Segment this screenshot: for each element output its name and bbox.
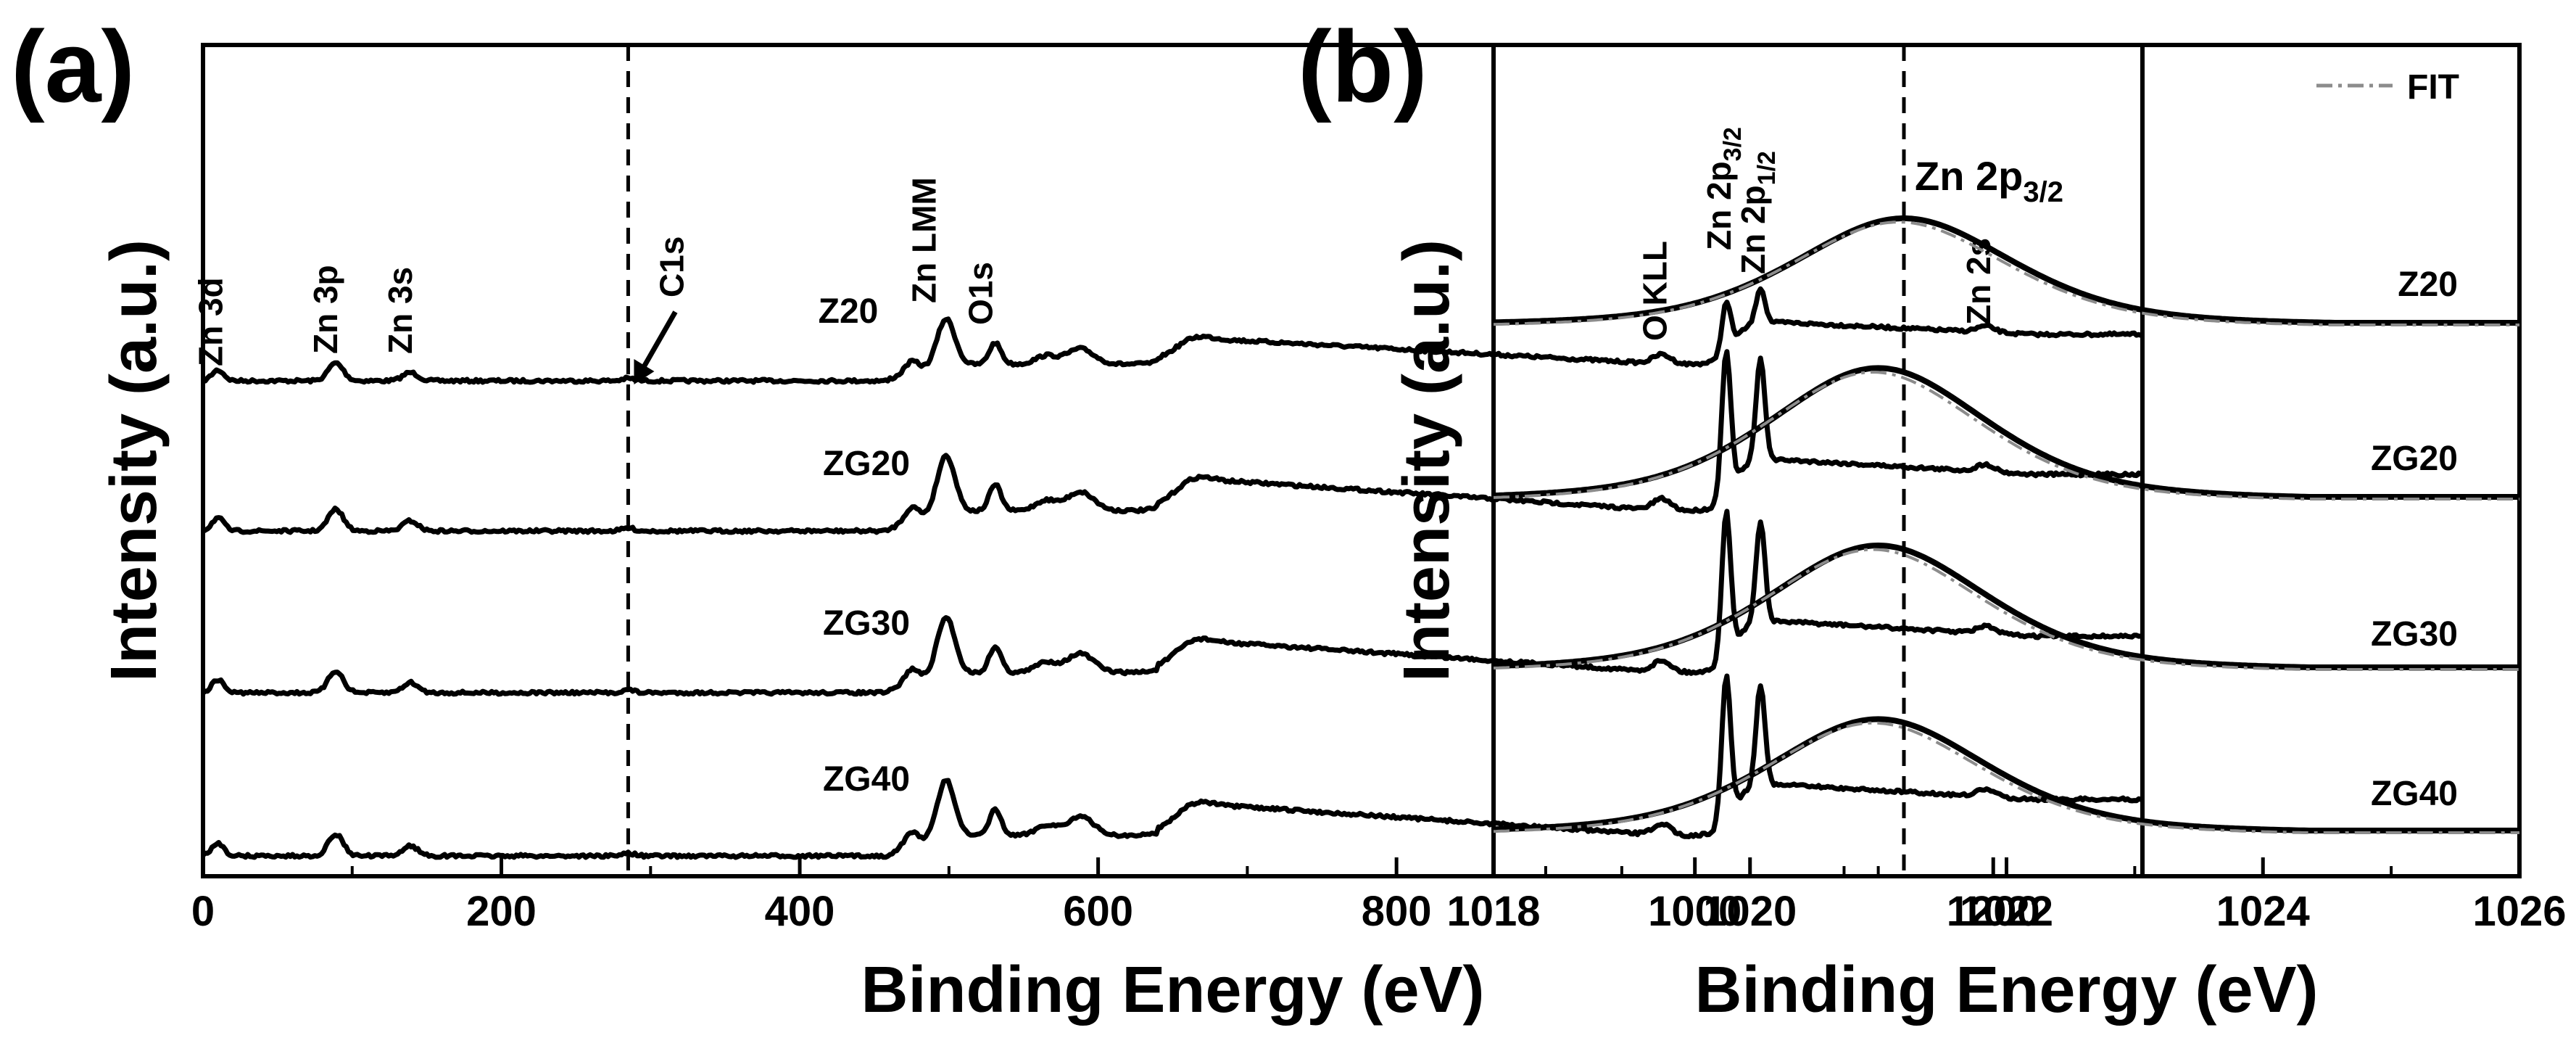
- x-tick-label: 400: [765, 888, 835, 935]
- series-label-zg20: ZG20: [2371, 440, 2458, 478]
- c1s-arrow-head: [634, 359, 655, 384]
- x-tick-label: 600: [1063, 888, 1133, 935]
- panel-a-y-axis-title: Intensity (a.u.): [98, 239, 170, 682]
- xps-line-zg40: [1493, 716, 2519, 833]
- spectrum-line-zg20: [202, 349, 2143, 535]
- peak-label-sub: 3/2: [1719, 127, 1747, 161]
- fit-line-z20: [1493, 221, 2519, 326]
- spectrum-line-zg30: [201, 508, 2142, 697]
- fit-line-zg30: [1493, 548, 2519, 671]
- series-label-zg40: ZG40: [2371, 775, 2458, 813]
- peak-label-main: Zn 2p: [1700, 161, 1738, 250]
- legend-fit-label: FIT: [2407, 68, 2459, 107]
- fit-line-zg20: [1493, 371, 2519, 501]
- x-tick-label: 1020: [1703, 888, 1797, 935]
- series-label-zg30: ZG30: [823, 604, 910, 643]
- peak-label: Zn 3d: [192, 277, 230, 366]
- peak-label: Zn LMM: [906, 177, 943, 303]
- x-tick-label: 800: [1362, 888, 1432, 935]
- peak-label: O1s: [962, 262, 1000, 325]
- panel-b-y-axis-title: Intensity (a.u.): [1391, 239, 1463, 682]
- series-label-zg30: ZG30: [2371, 615, 2458, 654]
- x-tick-label: 200: [466, 888, 537, 935]
- peak-label-main: Zn 3p: [307, 265, 344, 354]
- panel-b-x-ticks: 1018 1020 1022 1024 1026: [1446, 857, 2567, 935]
- x-tick-label: 1200: [1947, 888, 2040, 935]
- peak-label: Zn 3s: [381, 267, 419, 354]
- x-tick-label: 1018: [1446, 888, 1540, 935]
- peak-label-main: Zn 3d: [192, 277, 230, 366]
- peak-label-main: Zn 2p: [1734, 185, 1772, 274]
- panel-a-series-group: Z20 ZG20 ZG30 ZG40: [201, 286, 2143, 860]
- peak-label-main: C1s: [653, 236, 690, 297]
- x-tick-label: 0: [191, 888, 215, 935]
- peak-label-sub: 1/2: [1753, 151, 1781, 185]
- x-tick-label: 1000: [1648, 888, 1742, 935]
- spectrum-line-zg40: [201, 673, 2142, 860]
- peak-label-main: O1s: [962, 262, 1000, 325]
- panel-b-series-group: Z20 ZG20 ZG30 ZG40: [1493, 215, 2519, 834]
- xps-line-zg20: [1493, 365, 2519, 500]
- series-label-z20: Z20: [2398, 265, 2458, 304]
- x-tick-label: 1022: [1960, 888, 2053, 935]
- x-tick-label: 1024: [2216, 888, 2310, 935]
- peak-label: C1s: [653, 236, 690, 297]
- peak-label: Zn 2p3/2: [1700, 127, 1747, 250]
- panel-b: (b) Z20 ZG20 ZG30 ZG40 1018 1020 1022 1024 1026…: [1298, 9, 2567, 1026]
- peak-label: Zn 2p1/2: [1734, 151, 1781, 274]
- xps-line-z20: [1493, 215, 2519, 326]
- c1s-arrow-shaft: [639, 310, 678, 373]
- spectrum-line-z20: [201, 286, 2142, 385]
- series-label-zg20: ZG20: [823, 445, 910, 483]
- panel-a-plot-frame: [201, 43, 2145, 878]
- panel-b-x-axis-title: Binding Energy (eV): [1694, 954, 2318, 1026]
- peak-label-main: Zn 3s: [381, 267, 419, 354]
- panel-b-legend: FIT: [2316, 68, 2459, 107]
- fit-line-zg40: [1493, 721, 2519, 834]
- panel-b-zn2p-label-main: Zn 2p: [1915, 153, 2023, 199]
- c1s-arrow: [634, 310, 678, 384]
- series-label-zg40: ZG40: [823, 760, 910, 799]
- peak-label: Zn 3p: [307, 265, 344, 354]
- panel-a-x-axis-title: Binding Energy (eV): [861, 954, 1484, 1026]
- xps-line-zg30: [1493, 542, 2519, 670]
- panel-a-x-ticks: 0 200 400 600 800 1000 1200: [191, 857, 2040, 935]
- panel-b-zn2p-label: Zn 2p3/2: [1915, 153, 2063, 208]
- panel-b-zn2p-label-sub: 3/2: [2023, 176, 2063, 208]
- peak-label: O KLL: [1636, 241, 1673, 341]
- peak-label-main: Zn LMM: [906, 177, 943, 303]
- panel-a: (a) Z20 ZG20 ZG30 ZG40 0 200 400 600 800 1000 120…: [11, 9, 2145, 1026]
- peak-label-main: O KLL: [1636, 241, 1673, 341]
- series-label-z20: Z20: [819, 292, 879, 331]
- x-tick-label: 1026: [2472, 888, 2566, 935]
- panel-a-label: (a): [11, 9, 135, 123]
- panel-b-label: (b): [1298, 9, 1428, 123]
